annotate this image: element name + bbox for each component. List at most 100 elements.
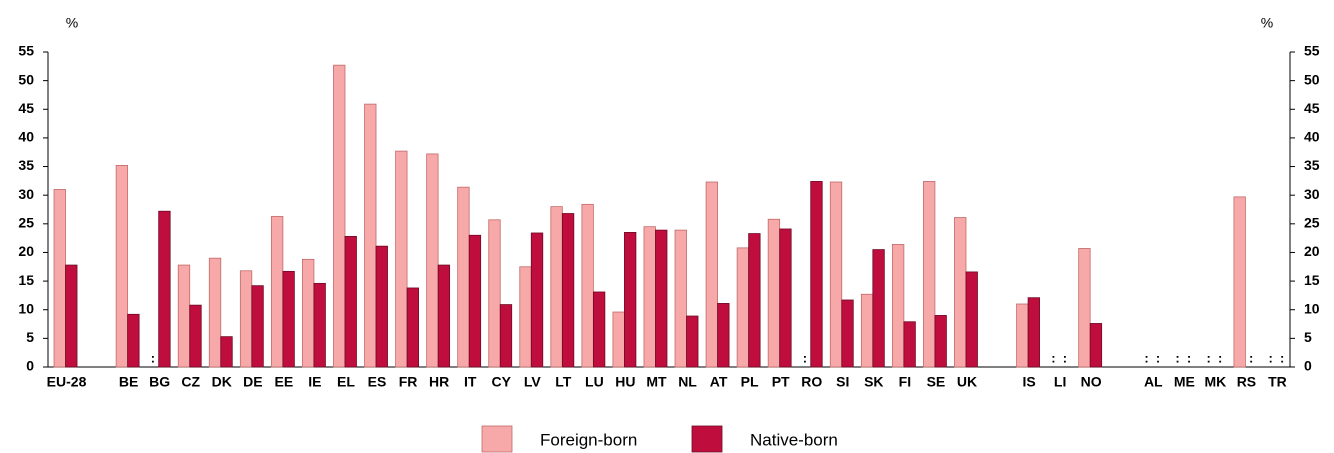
x-tick-label: ME xyxy=(1174,374,1195,390)
x-tick-label: BG xyxy=(149,374,170,390)
x-tick-label: AL xyxy=(1144,374,1163,390)
y-tick-label: 25 xyxy=(18,215,34,231)
x-tick-label: FI xyxy=(899,374,911,390)
y-tick-label: 5 xyxy=(26,329,34,345)
bar xyxy=(717,303,730,368)
bar xyxy=(872,249,885,368)
bar xyxy=(1027,297,1040,368)
x-tick-label: BE xyxy=(119,374,138,390)
bar xyxy=(344,236,357,368)
x-tick-label: CZ xyxy=(181,374,200,390)
y2-tick-label: 0 xyxy=(1304,358,1312,374)
bar xyxy=(736,247,750,368)
bar xyxy=(426,153,439,368)
y-tick-label: 20 xyxy=(18,243,34,259)
x-tick-label: LU xyxy=(585,374,604,390)
x-tick-label: PT xyxy=(772,374,790,390)
y2-tick-label: 10 xyxy=(1304,300,1320,316)
legend-label: Foreign-born xyxy=(540,430,637,449)
x-tick-label: MT xyxy=(646,374,667,390)
y2-tick-label: 40 xyxy=(1304,129,1320,145)
bar xyxy=(1089,323,1103,368)
bar xyxy=(53,189,66,368)
missing-label: : xyxy=(151,350,155,365)
x-tick-label: HU xyxy=(615,374,635,390)
bar xyxy=(189,304,202,368)
bar xyxy=(686,315,699,368)
bar xyxy=(302,258,315,368)
missing-label: : xyxy=(1051,350,1055,365)
x-tick-label: EL xyxy=(337,374,355,390)
x-tick-label: ES xyxy=(368,374,387,390)
missing-label: : xyxy=(1187,350,1191,365)
bar xyxy=(860,293,874,368)
bar xyxy=(313,282,326,368)
missing-label: : xyxy=(1218,350,1222,365)
x-tick-label: IS xyxy=(1022,374,1035,390)
bar xyxy=(779,228,792,368)
y-tick-label: 35 xyxy=(18,157,34,173)
bar xyxy=(239,270,253,368)
missing-label: : xyxy=(1063,350,1067,365)
y2-tick-label: 5 xyxy=(1304,329,1312,345)
bar xyxy=(841,299,854,368)
y2-tick-label: 20 xyxy=(1304,243,1320,259)
bar xyxy=(364,103,377,368)
y2-tick-label: 35 xyxy=(1304,157,1320,173)
bar xyxy=(643,226,656,368)
bar xyxy=(965,271,978,368)
bar xyxy=(674,229,687,368)
bar xyxy=(1078,248,1091,368)
x-tick-label: TR xyxy=(1268,374,1287,390)
bar xyxy=(115,164,129,368)
bar xyxy=(581,203,594,368)
bar xyxy=(220,336,233,368)
missing-label: : xyxy=(1144,350,1148,365)
y2-tick-label: 25 xyxy=(1304,215,1320,231)
y2-tick-label: 30 xyxy=(1304,186,1320,202)
bar xyxy=(592,291,606,368)
bar xyxy=(550,206,563,368)
x-tick-label: IT xyxy=(464,374,477,390)
y2-axis-label: % xyxy=(1261,15,1273,31)
y-tick-label: 55 xyxy=(18,43,34,59)
bar xyxy=(488,219,501,368)
bar xyxy=(624,232,637,368)
bar xyxy=(903,321,916,368)
bar xyxy=(65,264,78,368)
y2-tick-label: 55 xyxy=(1304,43,1320,59)
y-tick-label: 30 xyxy=(18,186,34,202)
bar xyxy=(499,304,513,368)
x-tick-label: LT xyxy=(555,374,572,390)
bar xyxy=(177,264,191,368)
y-tick-label: 0 xyxy=(26,358,34,374)
missing-label: : xyxy=(1156,350,1160,365)
bar xyxy=(282,270,295,368)
missing-label: : xyxy=(1206,350,1210,365)
bar xyxy=(251,285,264,368)
y2-tick-label: 50 xyxy=(1304,71,1320,87)
bar xyxy=(1233,196,1246,368)
bar xyxy=(934,315,947,368)
bar xyxy=(891,244,905,368)
bar xyxy=(923,181,936,368)
y2-tick-label: 15 xyxy=(1304,272,1320,288)
y-tick-label: 50 xyxy=(18,71,34,87)
x-tick-label: HR xyxy=(429,374,449,390)
y-tick-label: 10 xyxy=(18,300,34,316)
missing-label: : xyxy=(1280,350,1284,365)
x-tick-label: EE xyxy=(275,374,294,390)
bar xyxy=(810,181,823,368)
bar xyxy=(127,313,140,368)
x-tick-label: NO xyxy=(1081,374,1102,390)
missing-label: : xyxy=(1249,350,1253,365)
bar xyxy=(375,245,388,368)
y2-tick-label: 45 xyxy=(1304,100,1320,116)
bar xyxy=(748,233,761,368)
bar xyxy=(767,218,781,368)
missing-label: : xyxy=(1175,350,1179,365)
x-tick-label: PL xyxy=(741,374,759,390)
x-tick-label: DK xyxy=(212,374,232,390)
bar xyxy=(158,210,171,368)
x-tick-label: UK xyxy=(957,374,977,390)
